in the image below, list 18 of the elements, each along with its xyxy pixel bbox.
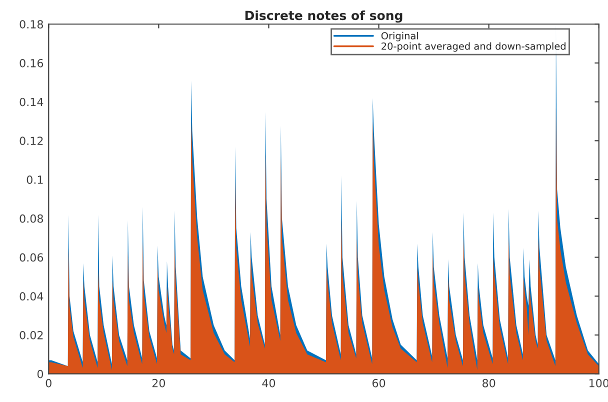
legend-label: Original — [381, 32, 418, 42]
legend-label: 20-point averaged and down-sampled — [382, 42, 566, 52]
y-tick-label: 0.18 — [20, 20, 44, 28]
y-tick-label: 0.02 — [20, 330, 43, 340]
x-tick-label: 20 — [152, 378, 166, 388]
x-tick-label: 60 — [372, 378, 386, 388]
x-tick-label: 40 — [262, 378, 276, 388]
x-tick-label: 80 — [482, 378, 496, 388]
y-tick-label: 0.04 — [20, 292, 44, 301]
y-tick-label: 0.12 — [20, 136, 43, 146]
y-tick-label: 0.16 — [20, 58, 44, 68]
y-tick-label: 0.14 — [20, 98, 44, 106]
x-tick-label: 0 — [46, 378, 52, 388]
chart-title: Discrete notes of song — [245, 10, 402, 23]
y-tick-label: 0 — [37, 370, 44, 378]
y-tick-label: 0.06 — [20, 253, 44, 262]
y-tick-label: 0.08 — [20, 214, 44, 223]
y-tick-label: 0.1 — [26, 176, 43, 184]
